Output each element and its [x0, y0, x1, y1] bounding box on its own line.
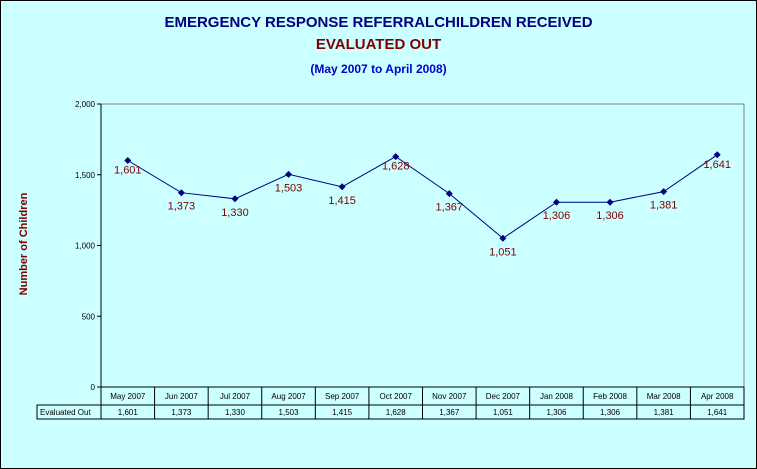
data-label: 1,503: [275, 182, 303, 194]
y-tick-label: 1,500: [75, 171, 96, 180]
data-table-cell: 1,415: [332, 408, 353, 417]
data-table-cell: 1,641: [707, 408, 728, 417]
data-point: [552, 198, 560, 206]
x-tick-label: Dec 2007: [486, 392, 521, 401]
data-table-cell: 1,051: [493, 408, 514, 417]
data-label: 1,330: [221, 207, 249, 219]
data-point: [392, 153, 400, 161]
x-tick-label: Sep 2007: [325, 392, 360, 401]
y-tick-label: 0: [91, 383, 96, 392]
data-point: [606, 198, 614, 206]
y-tick-label: 1,000: [75, 242, 96, 251]
y-tick-label: 2,000: [75, 100, 96, 109]
x-tick-label: Mar 2008: [647, 392, 681, 401]
x-tick-label: Feb 2008: [593, 392, 627, 401]
plot-area: [100, 103, 745, 388]
data-table-cell: 1,373: [171, 408, 192, 417]
data-point: [499, 234, 507, 242]
chart-subtitle: (May 2007 to April 2008): [310, 62, 447, 76]
data-point: [713, 151, 721, 159]
series-line-evaluated-out: [127, 154, 718, 239]
data-label: 1,641: [703, 159, 731, 171]
data-label: 1,415: [328, 195, 356, 207]
data-point: [177, 189, 185, 197]
x-tick-label: Jan 2008: [540, 392, 573, 401]
x-tick-label: Jun 2007: [165, 392, 198, 401]
data-point: [285, 170, 293, 178]
x-tick-label: May 2007: [110, 392, 146, 401]
x-tick-label: Apr 2008: [701, 392, 734, 401]
chart-title: EMERGENCY RESPONSE REFERRALCHILDREN RECE…: [164, 14, 593, 31]
y-tick-label: 500: [82, 312, 96, 321]
data-table-cell: 1,367: [439, 408, 460, 417]
data-table-cell: 1,601: [118, 408, 139, 417]
data-label: 1,601: [114, 164, 142, 176]
chart-title-line2: EVALUATED OUT: [315, 36, 442, 53]
data-label: 1,628: [382, 161, 410, 173]
data-table-cell: 1,306: [546, 408, 567, 417]
x-tick-label: Jul 2007: [220, 392, 251, 401]
data-label: 1,373: [168, 201, 196, 213]
data-table-cell: 1,381: [654, 408, 675, 417]
data-point: [660, 188, 668, 196]
data-point: [231, 195, 239, 203]
data-point: [124, 156, 132, 164]
x-tick-label: Nov 2007: [432, 392, 467, 401]
data-table-cell: 1,330: [225, 408, 246, 417]
data-table-cell: 1,306: [600, 408, 621, 417]
data-point: [338, 183, 346, 191]
data-label: 1,381: [650, 200, 678, 212]
data-label: 1,306: [596, 210, 624, 222]
data-label: 1,367: [436, 202, 464, 214]
data-label: 1,051: [489, 246, 517, 258]
data-point: [445, 190, 453, 198]
x-tick-label: Oct 2007: [379, 392, 412, 401]
data-table-cell: 1,503: [279, 408, 300, 417]
x-tick-label: Aug 2007: [271, 392, 306, 401]
data-table-cell: 1,628: [386, 408, 407, 417]
data-label: 1,306: [543, 210, 571, 222]
data-table-row-header: Evaluated Out: [40, 408, 91, 417]
